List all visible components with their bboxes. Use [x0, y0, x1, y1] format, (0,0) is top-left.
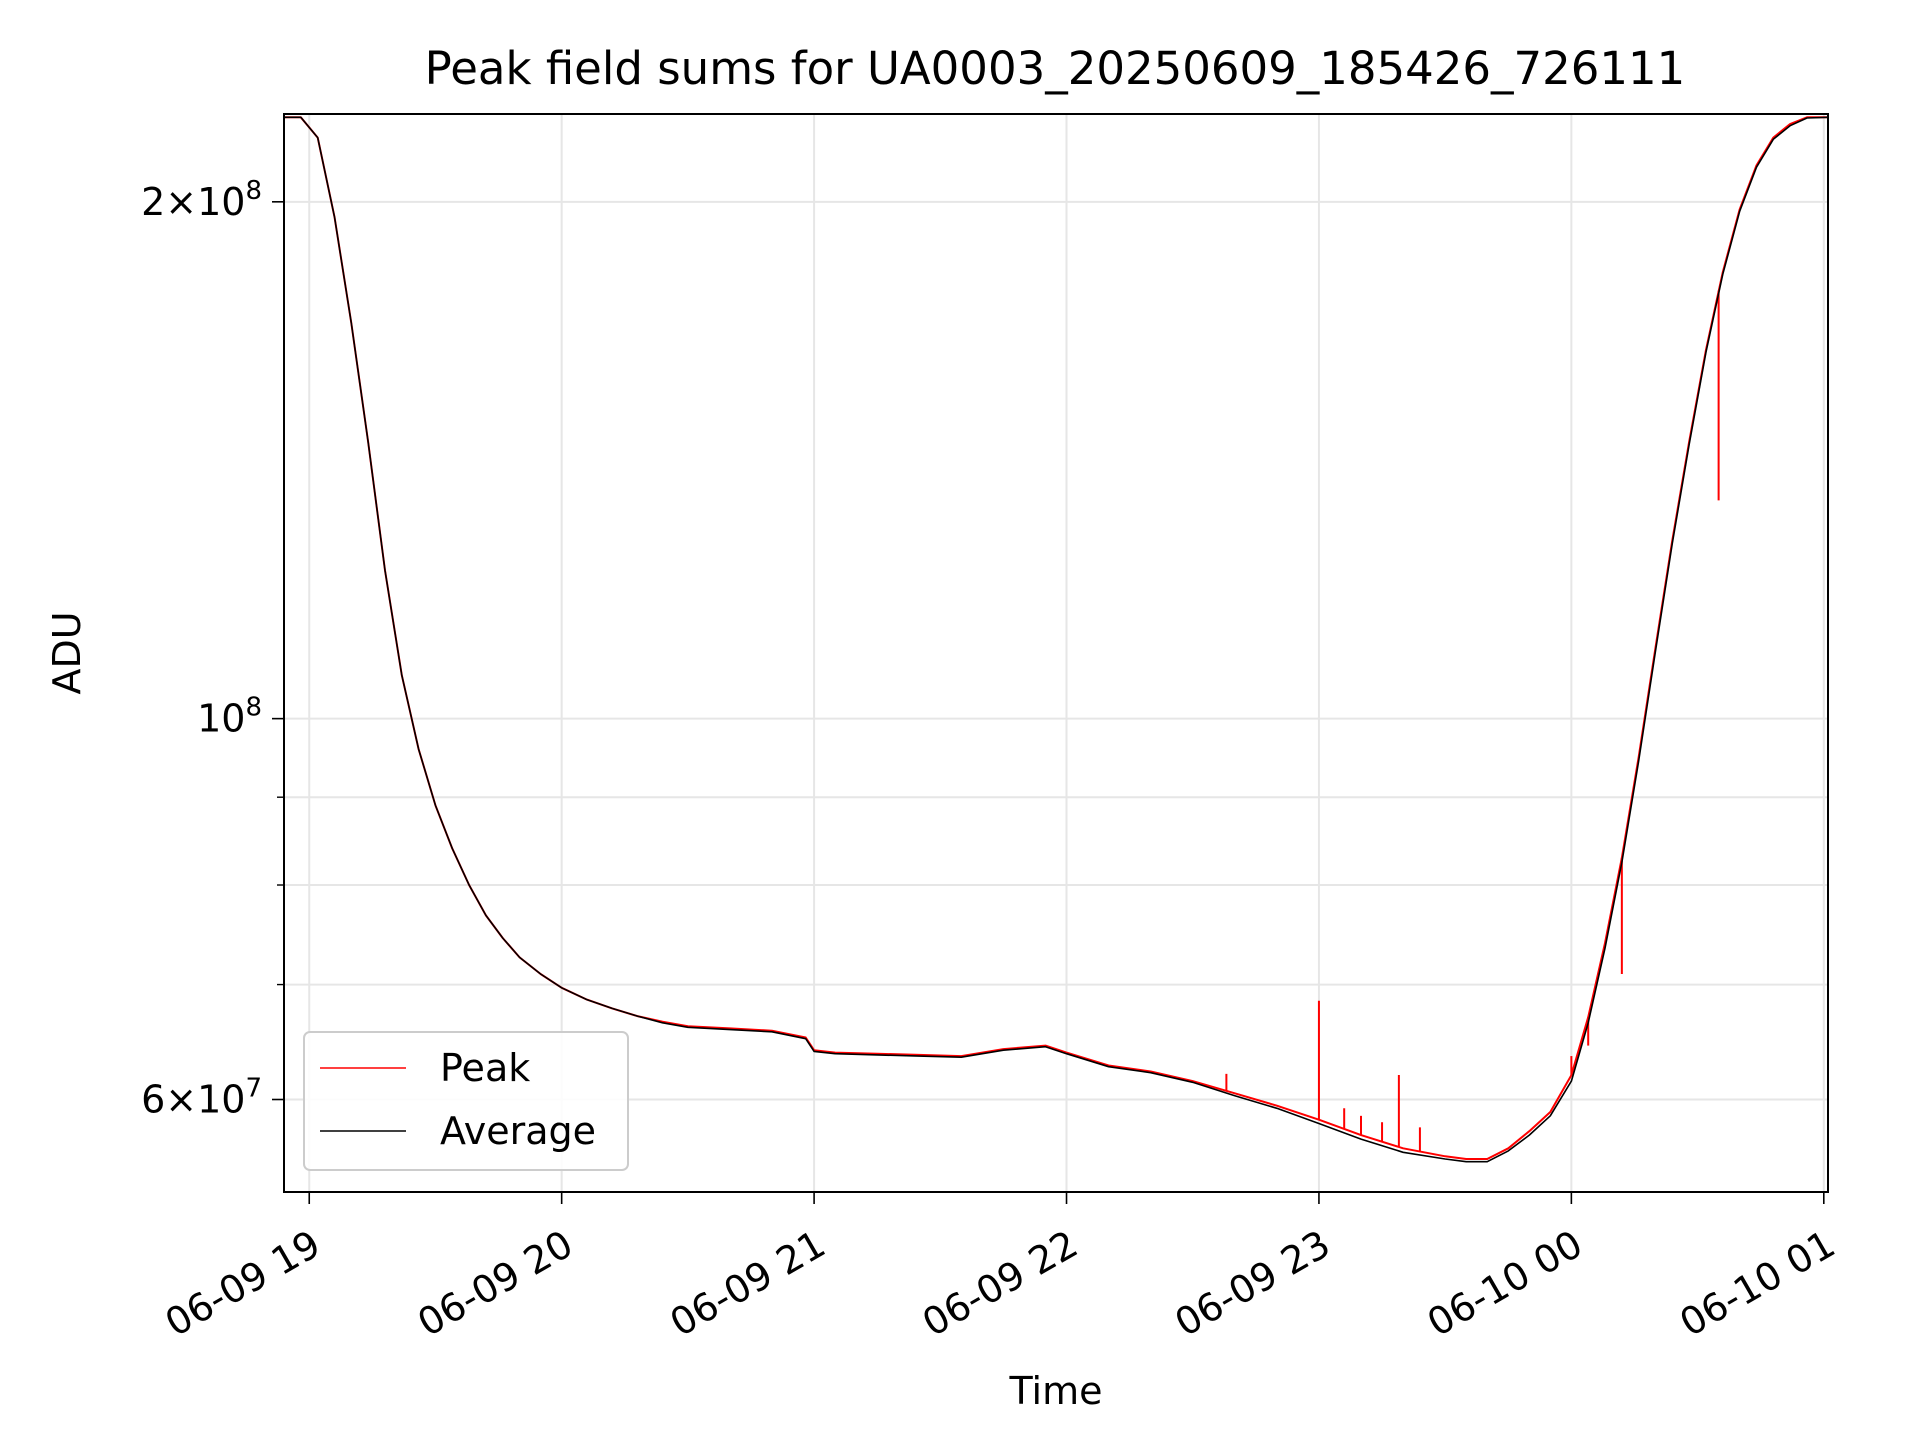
plot-frame [283, 113, 1829, 1193]
x-axis-label: Time [1009, 1369, 1103, 1413]
y-axis-label: ADU [45, 611, 89, 694]
legend: Peak Average [303, 1031, 629, 1171]
grid [284, 114, 1828, 1192]
series-line-average [284, 116, 1829, 1163]
legend-box [303, 1031, 629, 1171]
legend-average-label: Average [440, 1109, 596, 1153]
series-layer [284, 116, 1829, 1163]
y-tick-label: 2×108 [141, 176, 262, 224]
legend-peak-label: Peak [440, 1046, 530, 1090]
y-axis: 108 2×108 6×107 [141, 176, 284, 1122]
y-tick-label: 6×107 [141, 1074, 262, 1122]
chart-title: Peak field sums for UA0003_20250609_1854… [425, 42, 1686, 95]
y-tick-label: 108 [197, 693, 262, 741]
